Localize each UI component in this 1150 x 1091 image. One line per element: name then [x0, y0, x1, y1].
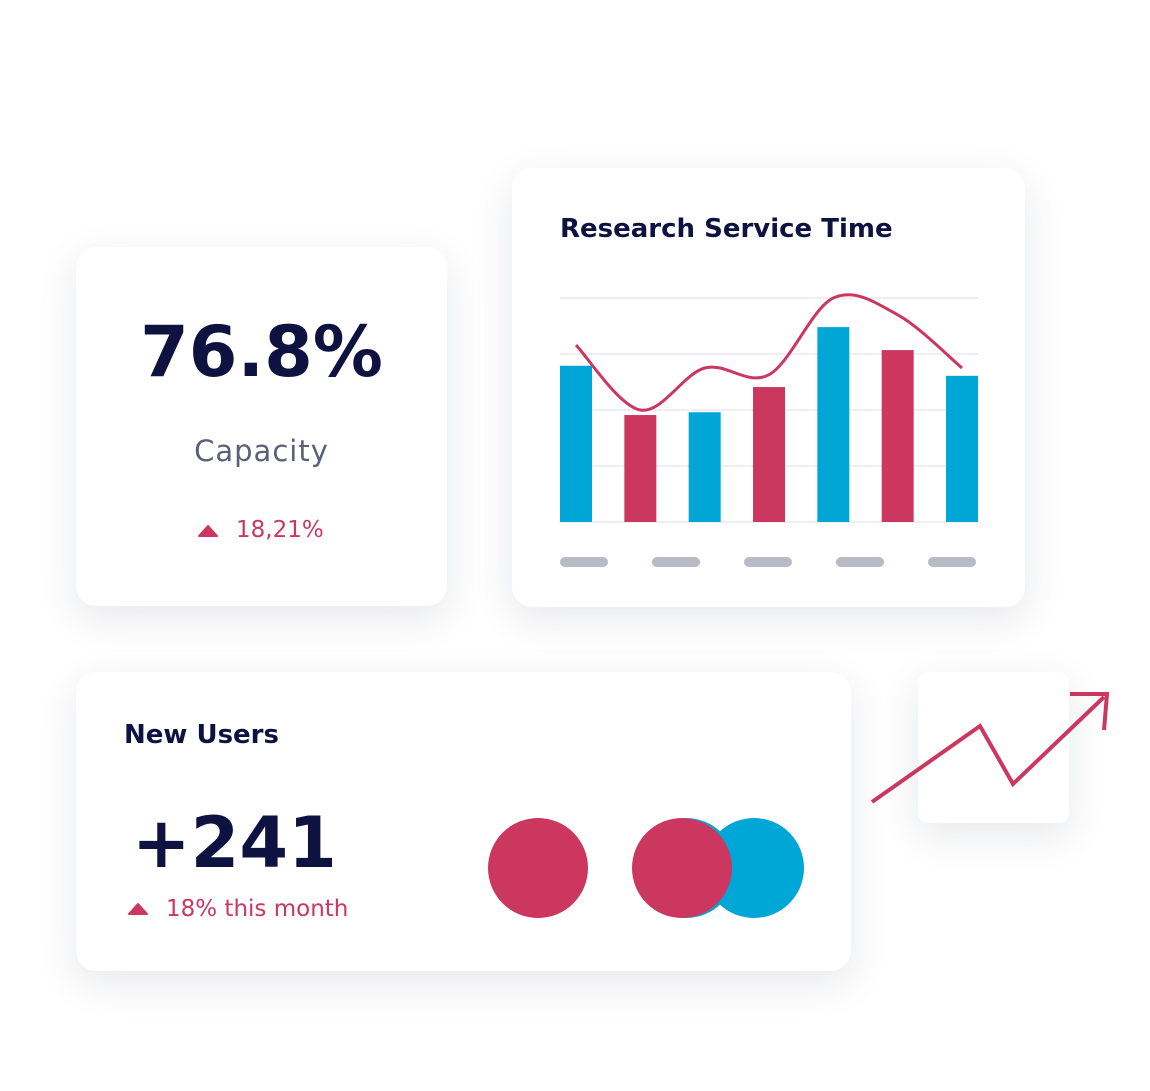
research-card: Research Service Time — [512, 168, 1025, 607]
bar — [881, 350, 914, 522]
new-users-title: New Users — [124, 720, 279, 750]
bar — [753, 387, 785, 522]
capacity-value: 76.8% — [140, 311, 383, 393]
up-icon — [198, 525, 218, 537]
bar — [946, 375, 978, 522]
line — [574, 293, 963, 412]
up-icon — [128, 903, 148, 915]
bar — [688, 412, 721, 522]
new-users-card: New Users +241 18% this month — [76, 672, 851, 971]
new-users-change: 18% this month — [166, 896, 349, 922]
bar — [817, 327, 850, 522]
bar — [624, 415, 657, 522]
bar — [560, 365, 592, 522]
chart — [560, 293, 978, 567]
circles — [488, 818, 804, 918]
chart-title: Research Service Time — [560, 214, 893, 244]
capacity-label: Capacity — [194, 434, 329, 468]
capacity-change: 18,21% — [236, 517, 324, 543]
capacity-card: 76.8% Capacity 18,21% — [76, 247, 447, 606]
trend-card — [918, 672, 1069, 823]
new-users-value: +241 — [132, 802, 337, 884]
x-placeholders — [560, 557, 976, 567]
